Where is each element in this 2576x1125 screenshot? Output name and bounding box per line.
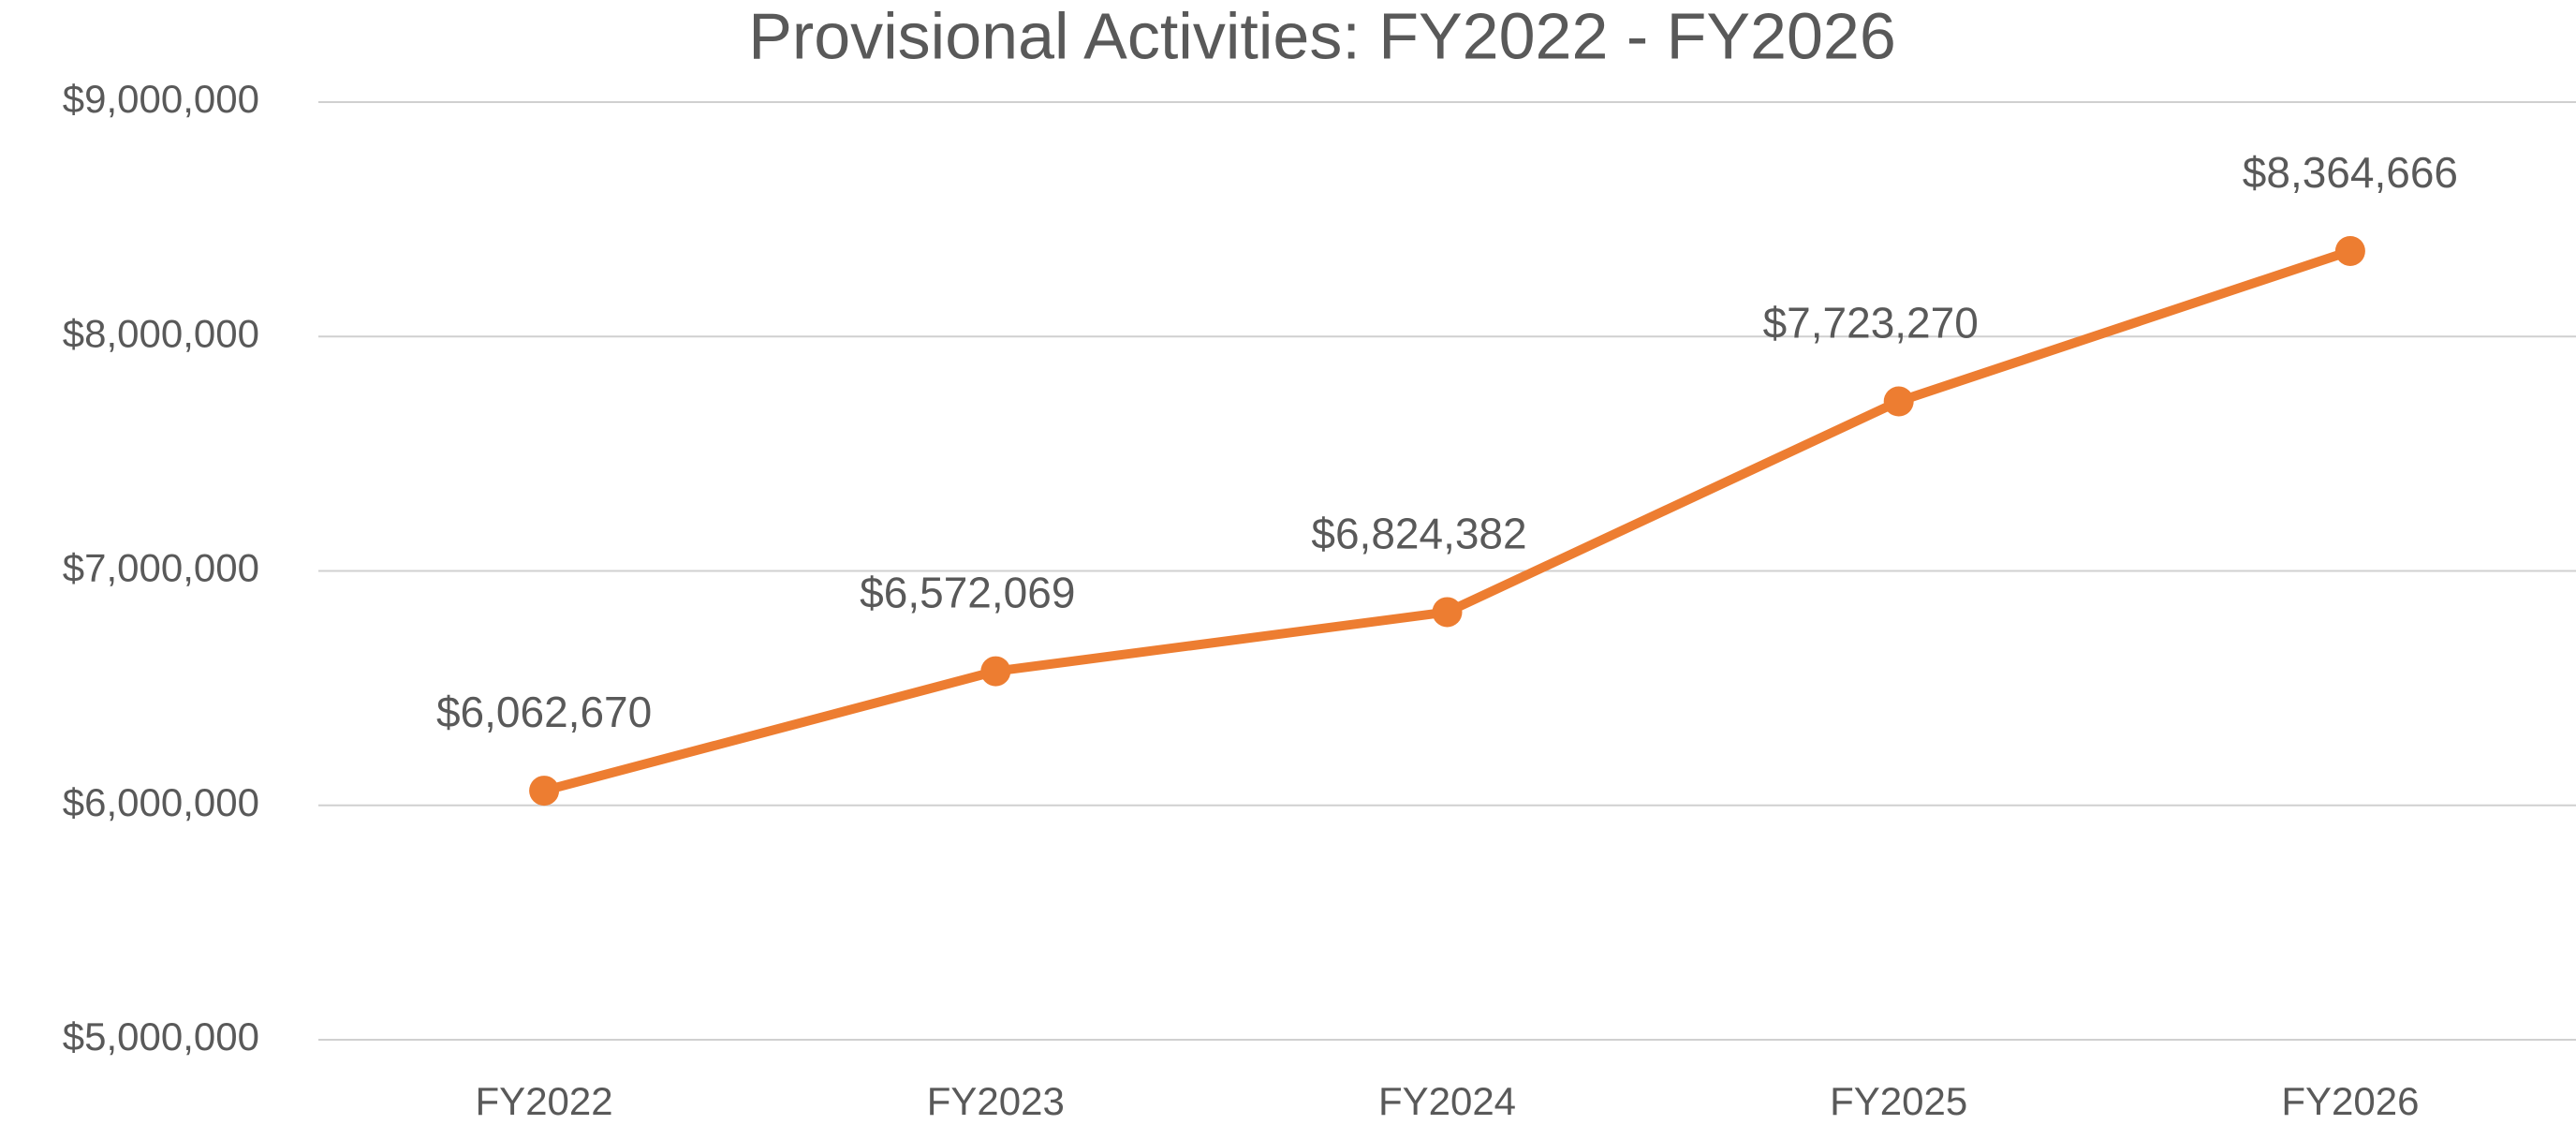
x-tick-label: FY2022 xyxy=(476,1079,613,1123)
x-tick-label: FY2026 xyxy=(2281,1079,2419,1123)
data-point xyxy=(980,656,1011,687)
y-tick-label: $6,000,000 xyxy=(63,780,259,824)
x-tick-label: FY2023 xyxy=(927,1079,1065,1123)
data-point xyxy=(1432,597,1463,628)
data-point xyxy=(1883,386,1914,417)
data-label: $6,062,670 xyxy=(436,688,652,736)
y-tick-label: $8,000,000 xyxy=(63,311,259,355)
y-tick-label: $7,000,000 xyxy=(63,546,259,590)
data-label: $7,723,270 xyxy=(1763,299,1979,348)
y-tick-label: $5,000,000 xyxy=(63,1014,259,1058)
y-tick-label: $9,000,000 xyxy=(63,77,259,121)
data-label: $8,364,666 xyxy=(2243,148,2458,197)
data-point xyxy=(529,776,560,807)
chart-title: Provisional Activities: FY2022 - FY2026 xyxy=(748,0,1896,72)
x-tick-label: FY2025 xyxy=(1830,1079,1967,1123)
x-tick-label: FY2024 xyxy=(1378,1079,1516,1123)
data-point xyxy=(2334,235,2365,266)
data-label: $6,824,382 xyxy=(1311,510,1526,558)
data-label: $6,572,069 xyxy=(860,569,1075,617)
